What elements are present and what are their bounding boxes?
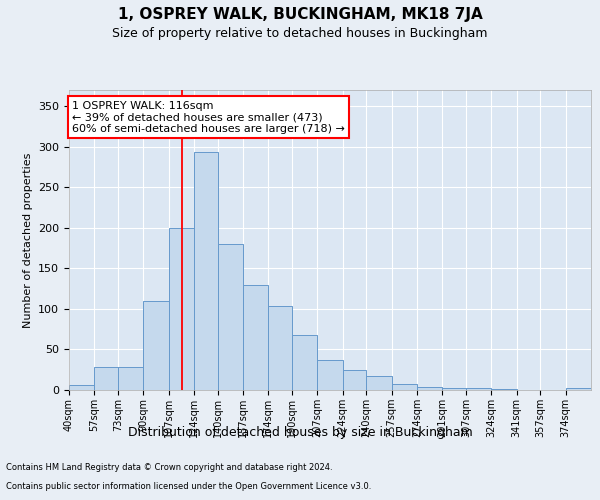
Text: Size of property relative to detached houses in Buckingham: Size of property relative to detached ho…	[112, 28, 488, 40]
Bar	[243, 284, 268, 390]
Y-axis label: Number of detached properties: Number of detached properties	[23, 152, 32, 328]
Bar	[69, 385, 94, 390]
Text: 1 OSPREY WALK: 116sqm
← 39% of detached houses are smaller (473)
60% of semi-det: 1 OSPREY WALK: 116sqm ← 39% of detached …	[72, 100, 345, 134]
Text: Contains public sector information licensed under the Open Government Licence v3: Contains public sector information licen…	[6, 482, 371, 491]
Bar	[367, 376, 392, 390]
Bar	[292, 335, 317, 390]
Bar	[566, 388, 591, 390]
Bar	[417, 387, 442, 390]
Bar	[268, 306, 292, 390]
Bar	[143, 301, 169, 390]
Bar	[392, 384, 417, 390]
Bar	[317, 360, 343, 390]
Text: Distribution of detached houses by size in Buckingham: Distribution of detached houses by size …	[128, 426, 472, 439]
Bar	[118, 368, 143, 390]
Bar	[194, 152, 218, 390]
Text: Contains HM Land Registry data © Crown copyright and database right 2024.: Contains HM Land Registry data © Crown c…	[6, 464, 332, 472]
Bar	[343, 370, 367, 390]
Bar	[491, 389, 517, 390]
Text: 1, OSPREY WALK, BUCKINGHAM, MK18 7JA: 1, OSPREY WALK, BUCKINGHAM, MK18 7JA	[118, 8, 482, 22]
Bar	[218, 244, 243, 390]
Bar	[466, 388, 491, 390]
Bar	[94, 368, 118, 390]
Bar	[169, 228, 194, 390]
Bar	[442, 388, 466, 390]
